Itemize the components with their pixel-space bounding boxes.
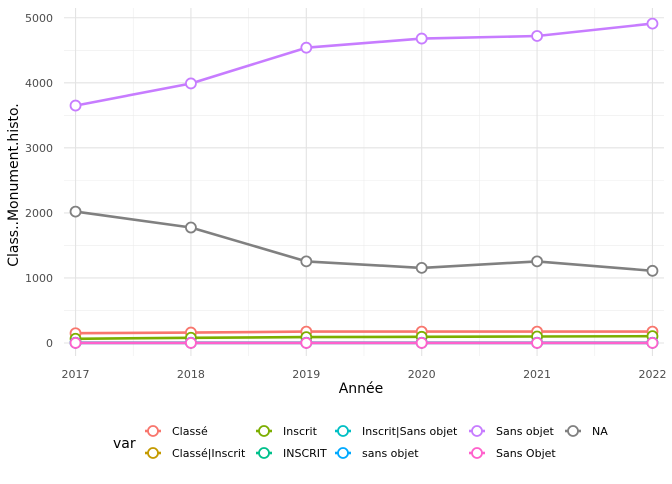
legend-title: var — [113, 436, 136, 452]
data-point — [69, 337, 82, 349]
legend: Classé Classé|Inscrit Inscrit INSCRIT Inscri… — [145, 425, 608, 460]
x-tick-label: 2020 — [408, 368, 436, 381]
data-point — [69, 205, 82, 218]
x-tick-label: 2017 — [62, 368, 90, 381]
legend-label: Inscrit — [283, 425, 318, 438]
data-point — [415, 261, 428, 274]
data-point — [646, 17, 659, 30]
data-point — [531, 255, 543, 268]
x-axis-ticks: 2017 2018 2019 2020 2021 2022 — [62, 368, 667, 381]
y-tick-label: 1000 — [25, 272, 53, 285]
data-point — [300, 255, 313, 268]
legend-key-marker — [147, 447, 159, 459]
data-point — [531, 30, 543, 42]
series-lines — [69, 17, 659, 349]
legend-item: Sans objet — [469, 425, 554, 438]
legend-key-marker — [258, 425, 270, 437]
x-tick-label: 2019 — [292, 368, 320, 381]
data-point — [69, 99, 82, 112]
legend-item: Classé — [145, 425, 208, 438]
grid — [64, 8, 664, 356]
legend-label: Classé|Inscrit — [172, 447, 246, 460]
legend-key-marker — [337, 425, 349, 437]
y-tick-label: 4000 — [25, 77, 53, 90]
data-point — [185, 77, 197, 90]
legend-key-marker — [471, 447, 483, 459]
series-na — [69, 205, 659, 277]
series-sans-objet — [69, 337, 659, 349]
series-line — [75, 210, 653, 273]
series-line — [75, 22, 653, 107]
legend-key-marker — [337, 447, 349, 459]
legend-item: NA — [565, 425, 608, 438]
data-point — [531, 337, 543, 349]
y-tick-label: 0 — [46, 337, 53, 350]
legend-key-marker — [471, 425, 483, 437]
legend-key-marker — [147, 425, 159, 437]
series-line — [75, 330, 653, 335]
legend-item: Sans Objet — [469, 447, 556, 460]
series-line — [75, 334, 653, 341]
legend-label: INSCRIT — [283, 447, 327, 460]
legend-item: sans objet — [335, 447, 419, 460]
x-tick-label: 2022 — [638, 368, 666, 381]
data-point — [185, 337, 197, 349]
legend-label: Inscrit|Sans objet — [362, 425, 458, 438]
y-tick-label: 3000 — [25, 142, 53, 155]
series-sans-objet — [69, 17, 659, 112]
legend-item: Inscrit|Sans objet — [335, 425, 458, 438]
data-point — [646, 337, 659, 349]
y-axis-title: Class..Monument.histo. — [6, 103, 22, 267]
legend-label: Sans objet — [496, 425, 554, 438]
legend-item: Inscrit — [256, 425, 318, 438]
data-point — [185, 221, 197, 234]
legend-label: Classé — [172, 425, 208, 438]
legend-item: Classé|Inscrit — [145, 447, 246, 460]
legend-label: Sans Objet — [496, 447, 556, 460]
y-tick-label: 2000 — [25, 207, 53, 220]
x-tick-label: 2021 — [523, 368, 551, 381]
legend-key-marker — [567, 425, 579, 437]
data-point — [415, 32, 428, 45]
legend-key-marker — [258, 447, 270, 459]
legend-label: NA — [592, 425, 608, 438]
data-point — [415, 337, 428, 349]
legend-item: INSCRIT — [256, 447, 327, 460]
data-point — [300, 337, 313, 349]
legend-label: sans objet — [362, 447, 419, 460]
x-tick-label: 2018 — [177, 368, 205, 381]
y-tick-label: 5000 — [25, 12, 53, 25]
data-point — [646, 264, 659, 277]
y-axis-ticks: 0 1000 2000 3000 4000 5000 — [25, 12, 53, 350]
data-point — [300, 41, 313, 54]
x-axis-title: Année — [339, 381, 384, 397]
